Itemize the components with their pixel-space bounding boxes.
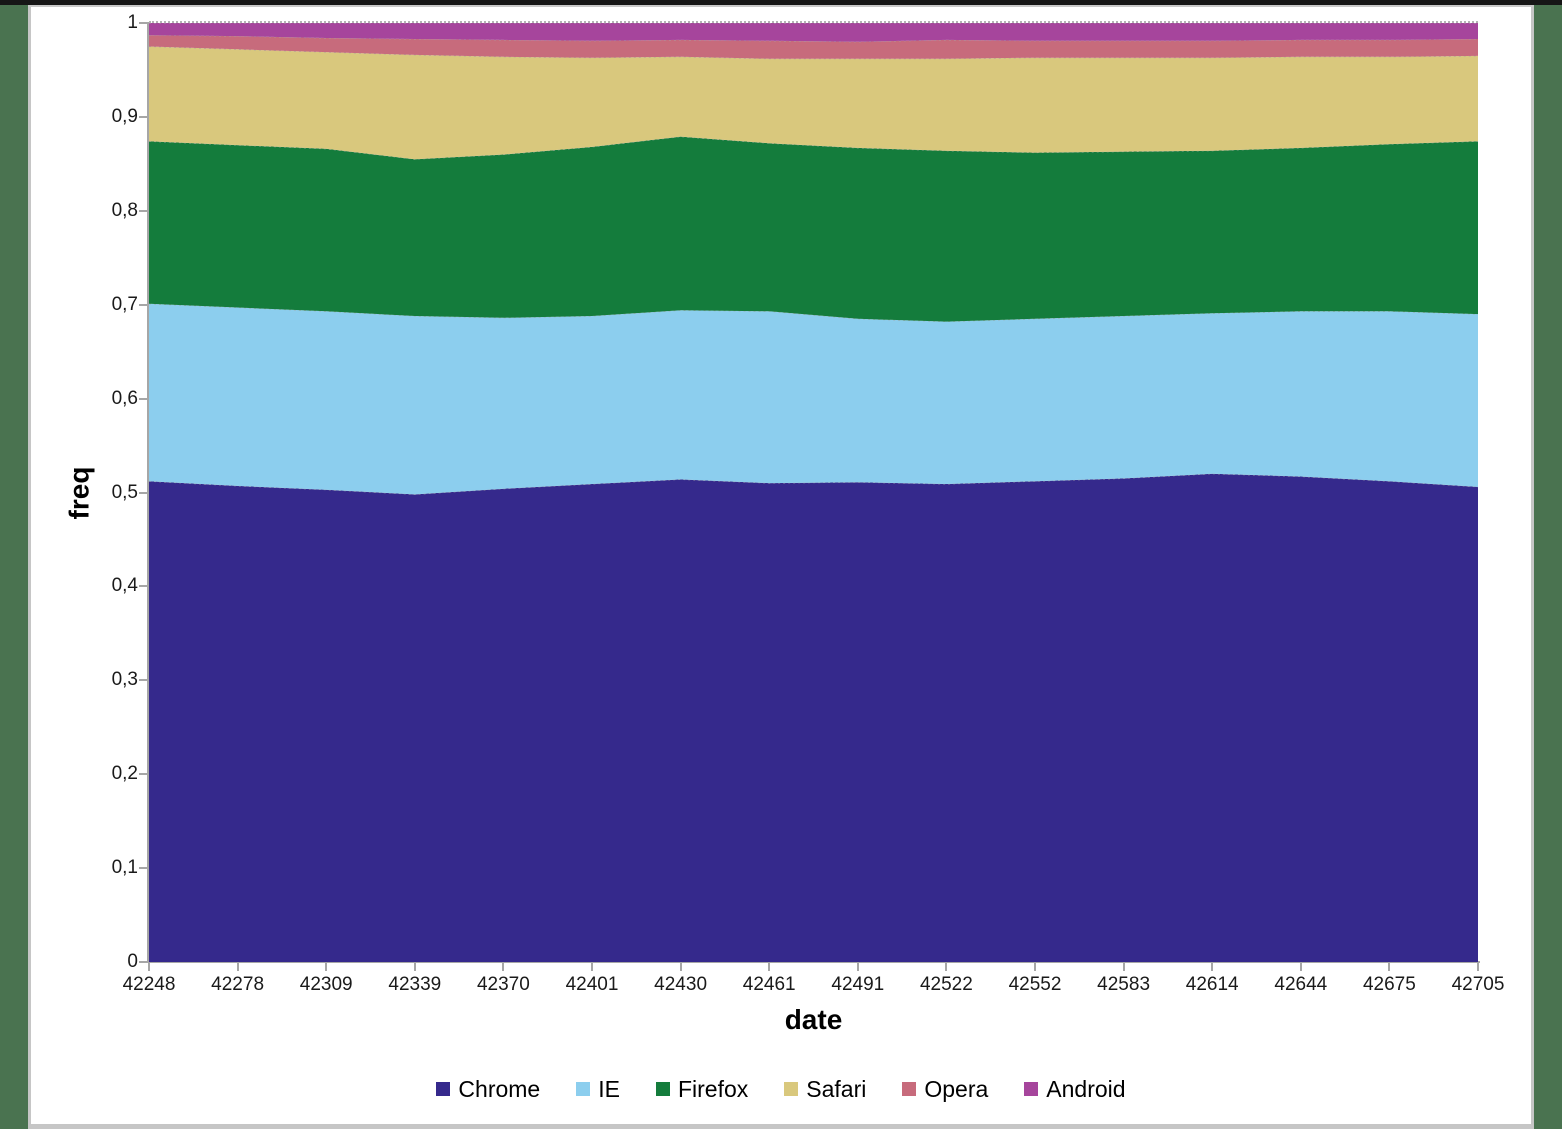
y-tick — [139, 585, 147, 588]
x-tick-label: 42644 — [1274, 974, 1328, 995]
window-border-right — [1534, 0, 1562, 1129]
y-tick — [139, 867, 147, 870]
x-tick — [591, 963, 593, 971]
x-tick — [1211, 963, 1214, 971]
window-border-bottom — [28, 1124, 1534, 1129]
x-tick-label: 42522 — [919, 974, 973, 995]
y-tick — [139, 397, 147, 400]
y-tick-label: 0,5 — [111, 481, 138, 503]
x-tick-label: 42491 — [831, 974, 885, 995]
x-tick — [148, 963, 150, 971]
x-tick — [1034, 963, 1036, 971]
y-tick-label: 0,3 — [111, 669, 138, 691]
x-tick — [413, 963, 416, 971]
legend-label: IE — [598, 1075, 620, 1102]
x-tick-label: 42705 — [1451, 974, 1505, 995]
x-tick — [945, 963, 948, 971]
y-axis-line — [147, 22, 149, 963]
legend-swatch-chrome — [436, 1082, 451, 1096]
x-tick-label: 42430 — [654, 974, 708, 995]
window-border-right-line — [1531, 7, 1534, 1124]
window-border-top — [0, 0, 1562, 5]
plot-area[interactable] — [149, 23, 1478, 962]
x-tick — [502, 963, 505, 971]
legend-swatch-firefox — [655, 1082, 670, 1096]
y-tick — [139, 961, 147, 963]
x-tick — [1477, 963, 1479, 971]
x-tick-label: 42675 — [1362, 974, 1416, 995]
area-android[interactable] — [149, 23, 1478, 42]
legend-label: Firefox — [677, 1075, 749, 1102]
gridline-top — [149, 21, 1478, 23]
x-tick-label: 42583 — [1097, 974, 1151, 995]
x-tick-label: 42339 — [388, 974, 442, 995]
x-tick-label: 42278 — [211, 974, 265, 995]
x-tick — [1299, 963, 1302, 971]
y-tick-label: 1 — [127, 12, 138, 33]
y-tick — [139, 491, 147, 494]
legend-item-android[interactable]: Android — [1024, 1075, 1126, 1103]
y-axis-title-text: freq — [63, 466, 94, 519]
legend-item-firefox[interactable]: Firefox — [655, 1075, 749, 1103]
x-tick-label: 42370 — [476, 974, 530, 995]
legend-swatch-android — [1024, 1082, 1039, 1096]
window-border-top-line — [28, 5, 1534, 7]
y-tick-label: 0,4 — [111, 575, 138, 597]
y-tick — [139, 773, 147, 776]
legend-label: Android — [1046, 1075, 1126, 1102]
y-tick-label: 0,1 — [111, 857, 138, 879]
y-tick — [139, 303, 147, 306]
legend-swatch-safari — [784, 1082, 799, 1096]
legend-item-ie[interactable]: IE — [576, 1076, 620, 1103]
y-tick — [139, 22, 147, 24]
legend-item-safari[interactable]: Safari — [784, 1076, 866, 1103]
x-tick-label: 42461 — [742, 974, 796, 995]
legend-item-opera[interactable]: Opera — [902, 1076, 988, 1103]
legend-item-chrome[interactable]: Chrome — [436, 1076, 540, 1103]
x-tick-label: 42309 — [299, 974, 353, 995]
y-tick — [139, 679, 147, 682]
y-tick-label: 0,7 — [111, 293, 138, 315]
x-tick — [236, 963, 239, 971]
legend: Chrome IE Firefox Safari Opera Android — [31, 1072, 1531, 1106]
x-axis-line — [147, 961, 1480, 963]
y-tick — [139, 115, 147, 118]
window-border-left-line — [28, 7, 31, 1124]
y-tick-label: 0,6 — [111, 387, 138, 409]
y-tick-label: 0 — [127, 951, 138, 972]
x-tick-label: 42552 — [1008, 974, 1062, 995]
legend-label: Safari — [806, 1075, 867, 1102]
stacked-area-chart — [149, 23, 1478, 962]
y-tick-label: 0,9 — [111, 105, 138, 127]
y-tick-label: 0,2 — [111, 763, 138, 785]
x-axis-title: date — [784, 1004, 843, 1035]
area-ie[interactable] — [149, 303, 1478, 495]
area-safari[interactable] — [149, 46, 1478, 160]
legend-swatch-opera — [902, 1082, 917, 1096]
x-tick — [325, 963, 328, 971]
x-tick — [679, 963, 682, 971]
x-tick — [856, 963, 859, 971]
x-tick-label: 42401 — [565, 974, 619, 995]
x-tick — [1388, 963, 1391, 971]
x-tick-label: 42248 — [122, 974, 176, 995]
legend-label: Opera — [924, 1075, 989, 1102]
x-tick-label: 42614 — [1185, 974, 1239, 995]
window-border-left — [0, 0, 28, 1129]
legend-swatch-ie — [576, 1082, 591, 1096]
y-tick — [139, 209, 147, 212]
x-tick — [768, 963, 771, 971]
y-tick-label: 0,8 — [111, 199, 138, 221]
area-firefox[interactable] — [149, 136, 1478, 322]
legend-label: Chrome — [458, 1075, 541, 1102]
y-axis-title: freq — [58, 23, 100, 962]
x-tick — [1122, 963, 1125, 971]
area-chrome[interactable] — [149, 473, 1478, 962]
